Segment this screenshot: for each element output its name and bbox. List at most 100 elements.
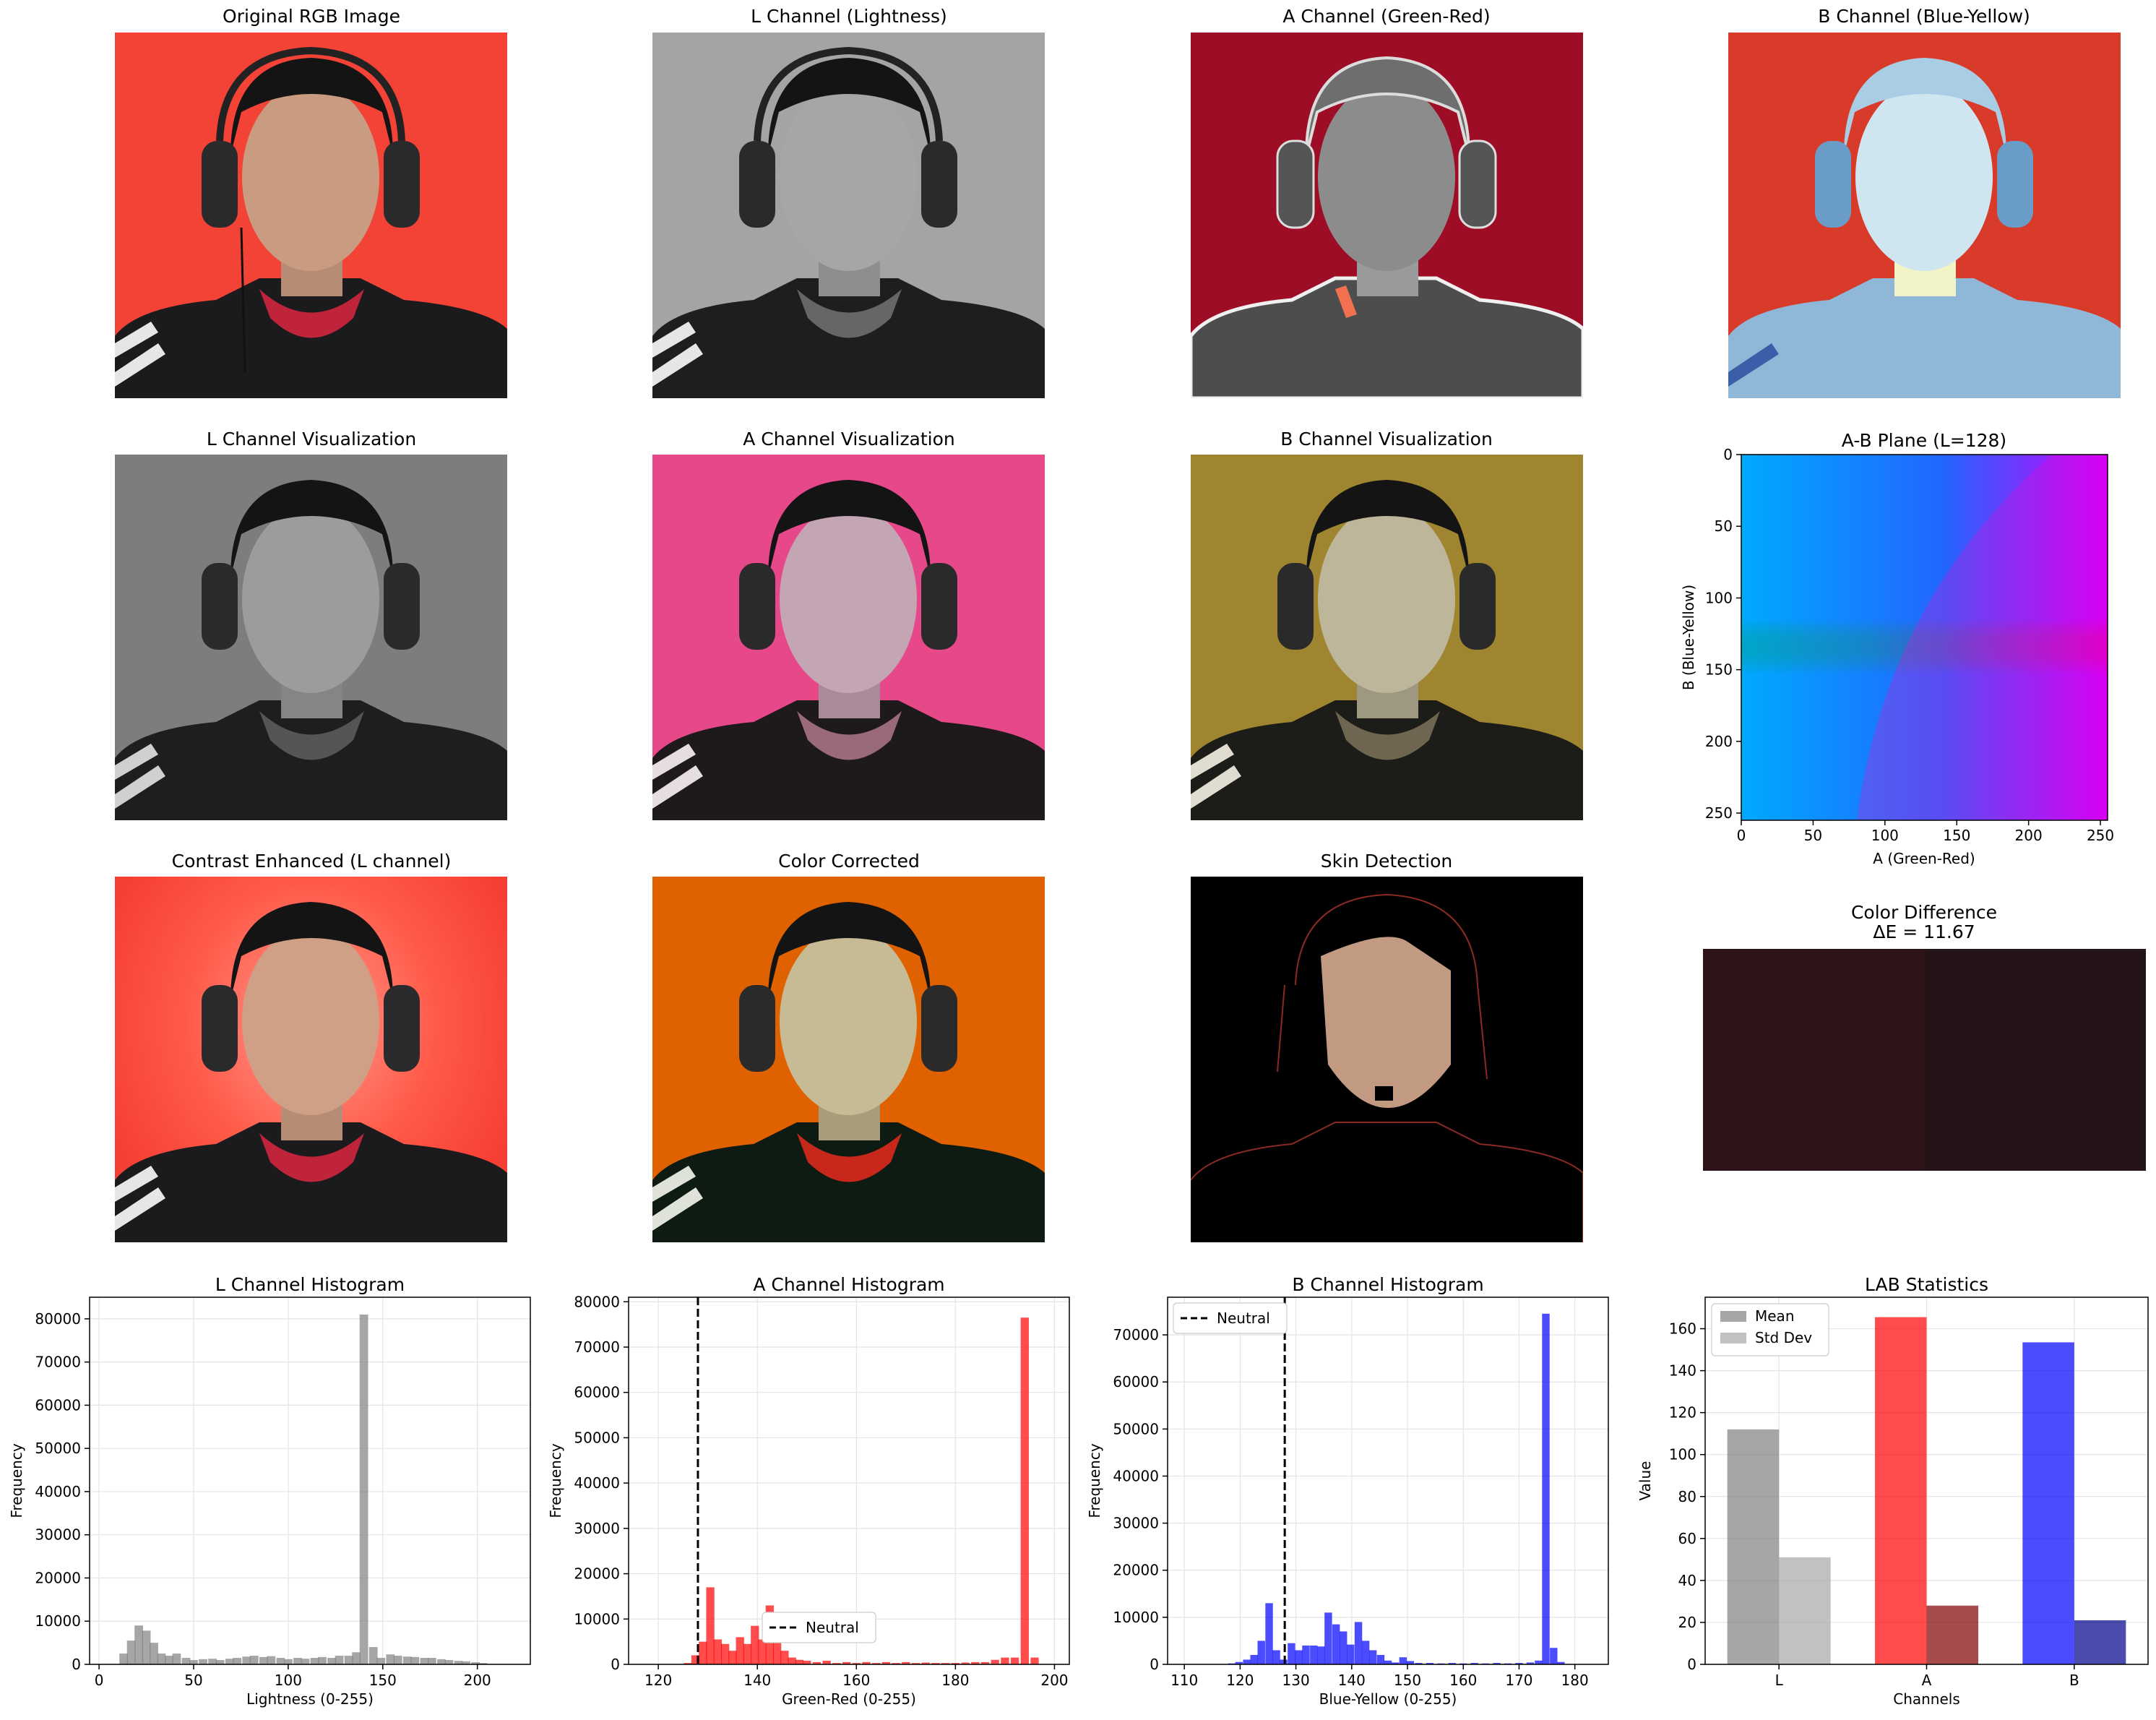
a-hist-bar [743, 1643, 752, 1664]
a-hist-bar [720, 1643, 730, 1664]
b-hist-bar [1415, 1663, 1423, 1664]
l-hist-bar [181, 1658, 191, 1664]
ab-y-tick-label: 100 [1705, 589, 1733, 606]
a-hist-bar [706, 1587, 715, 1664]
l-hist-frame [89, 1297, 531, 1665]
l-hist-bar [142, 1630, 151, 1664]
a-hist-bar [971, 1661, 980, 1664]
l-hist-bars [119, 1314, 488, 1664]
b-hist-bar [1347, 1644, 1355, 1664]
b-hist-bar [1376, 1654, 1385, 1664]
stats-frame [1704, 1297, 2149, 1665]
ab-y-tick-label: 200 [1705, 733, 1733, 750]
a-hist-legend-label: Neutral [806, 1619, 859, 1636]
ab-x-tick-label: 50 [1804, 827, 1822, 844]
l-hist-bar [242, 1656, 251, 1664]
l-hist-bar [359, 1314, 368, 1664]
l-hist-bar [437, 1659, 446, 1664]
lab-statistics-chart: LAB Statistics 0 20 40 60 80 100 120 140 160 L A B Me… [1637, 1274, 2149, 1708]
l-hist-bar [327, 1658, 336, 1664]
b-hist-x-tick-label: 180 [1561, 1672, 1589, 1689]
stats-legend-label: Mean [1755, 1307, 1795, 1325]
stats-x-label: Channels [1893, 1690, 1960, 1708]
b-hist-bar [1391, 1662, 1400, 1664]
b-hist-x-tick-label: 160 [1449, 1672, 1477, 1689]
b-channel-image [1728, 33, 2121, 398]
ab-y-label: B (Blue-Yellow) [1680, 585, 1697, 690]
l-hist-bar [150, 1643, 158, 1664]
b-hist-bar [1302, 1645, 1310, 1664]
l-hist-bar [259, 1656, 268, 1664]
stats-x-tick-label: A [1922, 1672, 1932, 1689]
stats-y-tick-label: 160 [1669, 1320, 1696, 1338]
l-histogram-chart: L Channel Histogram 0 50 100 150 200 0 10000 200… [8, 1274, 531, 1708]
a-hist-bar [822, 1660, 831, 1664]
l-hist-x-tick-label: 150 [369, 1672, 397, 1689]
a-hist-bar [931, 1663, 940, 1664]
l-channel-image [652, 33, 1045, 398]
l-hist-bar [233, 1658, 242, 1664]
color-diff-swatch-left [1703, 949, 1924, 1171]
l-hist-y-tick-label: 50000 [35, 1440, 81, 1457]
ab-y-ticks: 0 50 100 150 200 250 [1705, 446, 1741, 822]
a-hist-bar [961, 1662, 970, 1664]
b-hist-bar [1310, 1645, 1318, 1664]
l-hist-bar [402, 1656, 412, 1664]
l-hist-bar [157, 1654, 166, 1664]
b-hist-y-tick-label: 40000 [1113, 1467, 1159, 1484]
a-hist-bar [812, 1661, 822, 1664]
b-hist-x-tick-label: 120 [1226, 1672, 1254, 1689]
l-hist-bar [215, 1660, 225, 1664]
b-hist-x-tick-label: 140 [1338, 1672, 1366, 1689]
b-hist-y-label: Frequency [1086, 1443, 1103, 1518]
original-rgb-image [115, 33, 507, 398]
b-hist-bar [1557, 1661, 1565, 1664]
a-hist-bar [1030, 1657, 1039, 1664]
l-hist-bar [208, 1659, 217, 1664]
stats-bar-mean [2022, 1342, 2074, 1664]
ab-x-tick-label: 100 [1871, 827, 1899, 844]
stats-y-tick-label: 40 [1678, 1572, 1696, 1589]
b-hist-bar [1265, 1603, 1273, 1664]
a-hist-y-tick-label: 30000 [574, 1520, 620, 1537]
a-hist-x-label: Green-Red (0-255) [782, 1690, 916, 1708]
l-vis-image [115, 455, 507, 820]
stats-title: LAB Statistics [1865, 1274, 1988, 1295]
l-hist-y-tick-label: 70000 [35, 1354, 81, 1371]
b-hist-bar [1280, 1659, 1288, 1664]
l-hist-bar [301, 1659, 310, 1664]
b-hist-bar [1295, 1650, 1303, 1664]
b-hist-y-tick-label: 50000 [1113, 1420, 1159, 1437]
b-hist-x-tick-label: 130 [1282, 1672, 1310, 1689]
b-hist-bar [1515, 1663, 1523, 1664]
b-hist-bar [1535, 1660, 1543, 1664]
ab-y-tick-label: 150 [1705, 661, 1733, 679]
l-hist-bar [471, 1662, 480, 1664]
stats-x-tick-label: B [2069, 1672, 2079, 1689]
b-hist-bars [1228, 1313, 1565, 1664]
a-hist-x-tick-label: 200 [1040, 1672, 1068, 1689]
a-hist-bar [1001, 1657, 1009, 1664]
ab-x-ticks: 0 50 100 150 200 250 [1737, 820, 2114, 844]
stats-y-tick-label: 20 [1678, 1614, 1696, 1631]
l-hist-bar [420, 1658, 429, 1664]
color-diff-swatches [1703, 949, 2146, 1171]
l-hist-bar [386, 1654, 395, 1664]
l-hist-bar [267, 1656, 276, 1664]
a-hist-bar [980, 1661, 990, 1664]
a-hist-grid [629, 1297, 1069, 1665]
l-hist-bar [376, 1658, 386, 1664]
a-hist-bar [699, 1641, 707, 1664]
stats-legend: Mean Std Dev [1711, 1303, 1829, 1356]
l-hist-y-tick-label: 0 [72, 1656, 81, 1673]
a-hist-bar [780, 1651, 789, 1664]
l-hist-bar [318, 1656, 327, 1664]
stats-bar-std [2074, 1620, 2126, 1664]
l-hist-bar [225, 1659, 234, 1664]
a-hist-y-tick-label: 70000 [574, 1338, 620, 1356]
b-hist-x-tick-label: 110 [1170, 1672, 1198, 1689]
l-hist-bar [310, 1658, 319, 1664]
l-hist-y-tick-label: 60000 [35, 1396, 81, 1414]
l-hist-bar [189, 1660, 198, 1664]
b-hist-y-tick-label: 70000 [1113, 1326, 1159, 1343]
